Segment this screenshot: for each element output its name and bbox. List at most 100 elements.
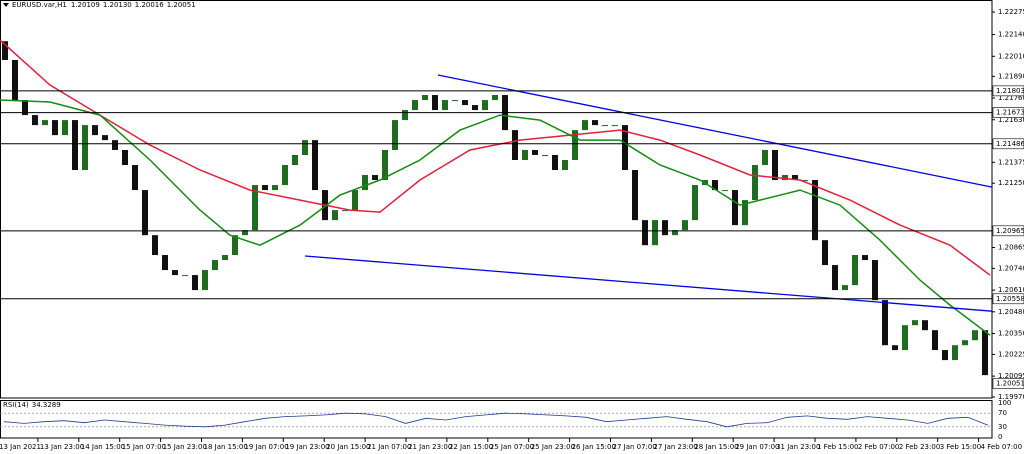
x-tick-label: 22 Jan 15:00 xyxy=(449,443,493,451)
candle-body xyxy=(852,255,858,286)
candle-body xyxy=(512,130,518,161)
candle-body xyxy=(22,100,28,116)
candle-body xyxy=(912,320,918,326)
candle-body xyxy=(882,300,888,346)
y-tick-label: 1.20095 xyxy=(998,372,1024,380)
rsi-tick-label: 0 xyxy=(998,433,1002,441)
candle-body xyxy=(682,220,688,231)
x-tick-label: 15 Jan 23:00 xyxy=(163,443,207,451)
level-label-box xyxy=(992,293,1024,305)
candle-body xyxy=(72,120,78,171)
level-label: 1.21486 xyxy=(996,140,1024,148)
candle-body xyxy=(632,170,638,221)
trend-line xyxy=(437,74,993,188)
rsi-tick-label: 100 xyxy=(998,399,1011,407)
candles xyxy=(2,41,988,376)
y-tick-label: 1.22275 xyxy=(998,8,1024,16)
candle-body xyxy=(442,100,448,111)
candle-body xyxy=(712,180,718,191)
y-tick-label: 1.20350 xyxy=(998,330,1024,338)
x-tick-label: 19 Jan 23:00 xyxy=(285,443,329,451)
candle-body xyxy=(332,210,338,221)
candle-body xyxy=(142,190,148,236)
candle-body xyxy=(972,330,978,341)
candle-body xyxy=(282,165,288,186)
rsi-tick-label: 70 xyxy=(998,409,1007,417)
x-tick-label: 1 Feb 15:00 xyxy=(817,443,858,451)
candle-body xyxy=(132,165,138,191)
x-tick-label: 15 Jan 07:00 xyxy=(122,443,166,451)
candle-body xyxy=(952,345,958,361)
moving-average xyxy=(0,39,991,276)
y-tick-label: 1.21630 xyxy=(998,116,1024,124)
candle-body xyxy=(602,125,608,127)
x-tick-label: 18 Jan 15:00 xyxy=(204,443,248,451)
last-price-label: 1.20051 xyxy=(996,379,1024,387)
candle-body xyxy=(492,95,498,101)
x-tick-label: 13 Jan 23:00 xyxy=(40,443,84,451)
candle-body xyxy=(452,100,458,102)
trend-line xyxy=(304,255,993,312)
last-price-box xyxy=(992,378,1024,389)
candle-body xyxy=(892,345,898,351)
x-tick-label: 13 Jan 2021 xyxy=(0,443,41,451)
rsi-value: 34.3289 xyxy=(32,401,61,409)
candle-body xyxy=(182,275,188,277)
level-label: 1.20965 xyxy=(996,227,1024,235)
x-tick-label: 31 Jan 23:00 xyxy=(776,443,820,451)
candle-body xyxy=(162,255,168,271)
x-tick-label: 27 Jan 07:00 xyxy=(613,443,657,451)
candle-body xyxy=(62,120,68,136)
y-tick-label: 1.21890 xyxy=(998,72,1024,80)
candle-body xyxy=(872,260,878,301)
candle-body xyxy=(12,59,18,101)
candle-body xyxy=(792,175,798,181)
x-tick-label: 20 Jan 15:00 xyxy=(326,443,370,451)
candle-body xyxy=(92,125,98,136)
x-tick-label: 28 Jan 15:00 xyxy=(694,443,738,451)
candle-body xyxy=(472,105,478,111)
header-value: 1.20016 xyxy=(135,1,164,9)
candle-body xyxy=(822,240,828,266)
x-tick-label: 21 Jan 23:00 xyxy=(408,443,452,451)
y-tick-label: 1.21375 xyxy=(998,158,1024,166)
candle-body xyxy=(642,220,648,246)
candle-body xyxy=(932,330,938,351)
x-tick-label: 4 Feb 07:00 xyxy=(981,443,1022,451)
candle-body xyxy=(312,140,318,191)
candle-body xyxy=(622,125,628,171)
candle-body xyxy=(342,210,348,212)
x-tick-label: 21 Jan 07:00 xyxy=(367,443,411,451)
x-tick-label: 26 Jan 15:00 xyxy=(572,443,616,451)
candle-body xyxy=(252,185,258,231)
candle-body xyxy=(802,180,808,182)
candle-body xyxy=(102,135,108,141)
y-tick-label: 1.22010 xyxy=(998,52,1024,60)
candle-body xyxy=(392,120,398,150)
candle-body xyxy=(572,130,578,161)
candle-body xyxy=(302,140,308,155)
x-tick-label: 3 Feb 15:00 xyxy=(940,443,981,451)
level-label-box xyxy=(992,138,1024,150)
level-label-box xyxy=(992,225,1024,237)
level-label-box xyxy=(992,85,1024,97)
symbol: EURUSD.var,H1 xyxy=(12,1,67,9)
level-label: 1.21803 xyxy=(996,87,1024,95)
x-tick-label: 14 Jan 15:00 xyxy=(81,443,125,451)
rsi-tick-label: 30 xyxy=(998,423,1007,431)
candle-body xyxy=(352,190,358,211)
candle-body xyxy=(592,120,598,126)
y-tick-label: 1.19970 xyxy=(998,393,1024,401)
y-tick-label: 1.20865 xyxy=(998,244,1024,252)
candle-body xyxy=(562,160,568,171)
y-tick-label: 1.21760 xyxy=(998,94,1024,102)
candle-body xyxy=(582,120,588,131)
candle-body xyxy=(612,125,618,127)
candle-body xyxy=(832,265,838,291)
menu-arrow[interactable] xyxy=(3,3,9,7)
level-label: 1.21673 xyxy=(996,109,1024,117)
candle-body xyxy=(432,95,438,111)
candle-body xyxy=(82,125,88,171)
level-label-box xyxy=(992,107,1024,118)
